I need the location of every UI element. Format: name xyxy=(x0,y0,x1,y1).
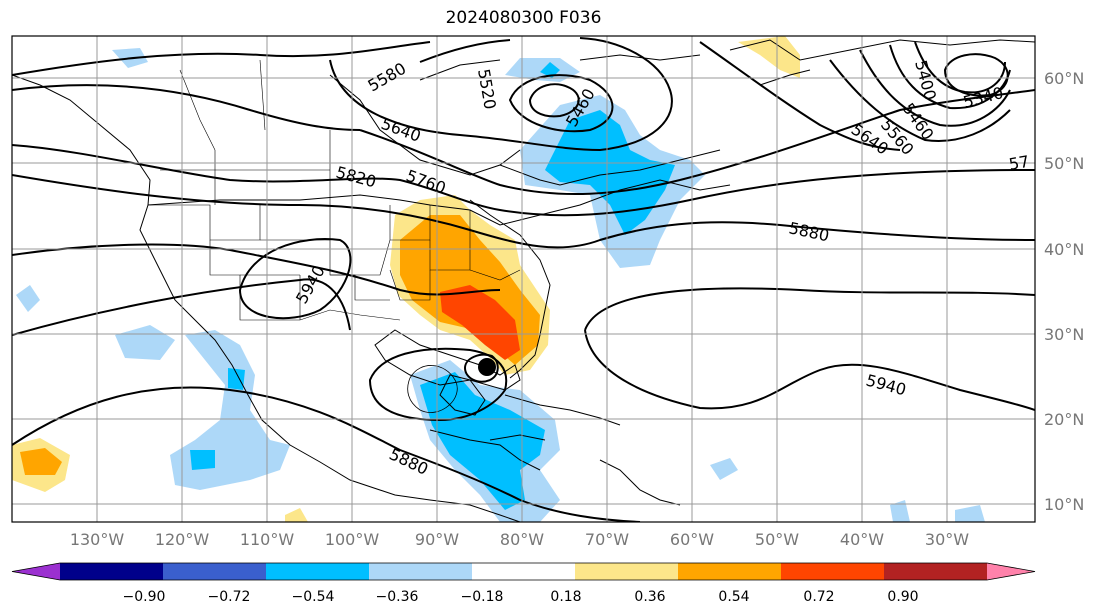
negative-anomaly-atlantic-s xyxy=(890,500,910,522)
colorbar-segment xyxy=(781,563,885,580)
colorbar-segment xyxy=(678,563,782,580)
negative-anomaly-atlantic-se xyxy=(955,505,985,522)
positive-anomaly-greenland xyxy=(738,36,800,78)
negative-anomaly-mexico-core xyxy=(190,450,215,470)
colorbar xyxy=(11,562,1036,581)
colorbar-tick-label: 0.90 xyxy=(887,589,918,605)
colorbar-tick-label: 0.72 xyxy=(803,589,834,605)
lon-label: 40°W xyxy=(840,530,884,549)
positive-anomaly-us-core xyxy=(440,285,520,360)
colorbar-extend-high xyxy=(987,563,1035,580)
positive-anomaly-mexico-s xyxy=(285,508,308,522)
colorbar-tick-label: 0.54 xyxy=(718,589,749,605)
storm-center-icon xyxy=(478,358,496,376)
height-contours xyxy=(12,37,1035,522)
colorbar-tick-label: 0.18 xyxy=(550,589,581,605)
lon-label: 70°W xyxy=(585,530,629,549)
coastlines xyxy=(12,39,1035,522)
colorbar-tick-label: −0.90 xyxy=(123,589,166,605)
lon-label: 130°W xyxy=(70,530,125,549)
state-borders xyxy=(150,59,521,321)
colorbar-segment xyxy=(60,563,164,580)
colorbar-tick-label: −0.72 xyxy=(208,589,251,605)
colorbar-labels: −0.90 −0.72 −0.54 −0.36 −0.18 0.18 0.36 … xyxy=(123,589,919,605)
map-frame xyxy=(11,35,1036,523)
lat-label: 20°N xyxy=(1044,410,1084,429)
negative-anomaly-hudson-core xyxy=(545,110,675,235)
colorbar-outline xyxy=(11,562,1036,581)
lat-label: 30°N xyxy=(1044,325,1084,344)
lat-label: 10°N xyxy=(1044,495,1084,514)
lon-label: 110°W xyxy=(240,530,295,549)
lon-label: 60°W xyxy=(670,530,714,549)
lon-label: 50°W xyxy=(755,530,799,549)
colorbar-segment xyxy=(163,563,267,580)
colorbar-segment xyxy=(266,563,370,580)
thin-contours xyxy=(407,365,458,413)
colorbar-segment xyxy=(575,563,679,580)
lon-label: 120°W xyxy=(155,530,210,549)
lon-label: 30°W xyxy=(925,530,969,549)
lon-label: 90°W xyxy=(415,530,459,549)
latitude-labels: 60°N 50°N 40°N 30°N 20°N 10°N xyxy=(1044,69,1084,514)
lat-label: 50°N xyxy=(1044,154,1084,173)
graticule xyxy=(12,36,1035,522)
map-title: 2024080300 F036 xyxy=(445,8,602,28)
colorbar-tick-label: −0.18 xyxy=(461,589,504,605)
lon-label: 100°W xyxy=(325,530,380,549)
negative-anomaly-bc xyxy=(16,285,40,312)
colorbar-tick-label: 0.36 xyxy=(634,589,665,605)
contour-label: 57 xyxy=(1007,152,1030,174)
colorbar-segment xyxy=(369,563,473,580)
negative-anomaly-atlantic xyxy=(710,458,738,480)
colorbar-tick-label: −0.54 xyxy=(292,589,335,605)
longitude-labels: 130°W 120°W 110°W 100°W 90°W 80°W 70°W 6… xyxy=(70,530,969,549)
colorbar-segment xyxy=(884,563,988,580)
colorbar-extend-low xyxy=(12,563,60,580)
lat-label: 40°N xyxy=(1044,240,1084,259)
negative-anomaly-mexico-core2 xyxy=(228,368,245,390)
negative-anomaly-north-core xyxy=(540,62,560,78)
colorbar-segment xyxy=(472,563,576,580)
colorbar-tick-label: −0.36 xyxy=(376,589,419,605)
lat-label: 60°N xyxy=(1044,69,1084,88)
lon-label: 80°W xyxy=(500,530,544,549)
positive-anomaly-pacific-core xyxy=(20,448,62,475)
